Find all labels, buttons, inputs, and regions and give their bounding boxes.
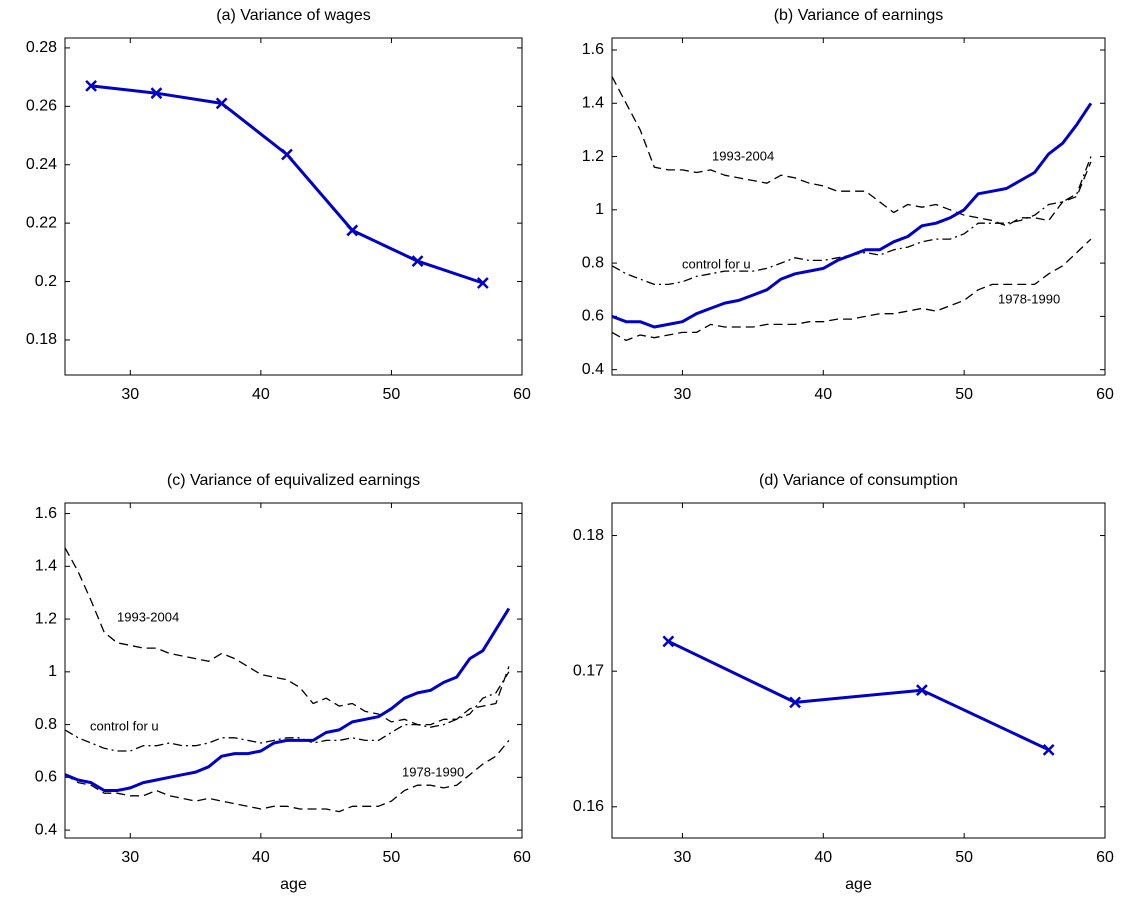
x-axis-label: age — [845, 876, 872, 893]
series-line — [64, 547, 510, 726]
marker — [150, 87, 163, 100]
y-tick-label: 1.6 — [582, 41, 604, 58]
series-annotation: 1978-1990 — [402, 764, 464, 779]
marker — [1042, 743, 1055, 756]
series-line — [64, 671, 510, 752]
y-tick-label: 0.18 — [26, 331, 57, 348]
plot-area — [64, 37, 523, 376]
series-line — [611, 238, 1092, 342]
y-tick-label: 0.4 — [35, 821, 57, 838]
x-tick-label: 30 — [121, 386, 139, 403]
y-tick-label: 1.2 — [582, 148, 604, 165]
series-annotation: control for u — [90, 718, 159, 733]
series-line — [611, 102, 1093, 329]
y-tick-label: 0.4 — [582, 361, 604, 378]
y-tick-label: 0.8 — [582, 254, 604, 271]
x-tick-label: 60 — [1096, 849, 1114, 866]
chart-title: (d) Variance of consumption — [759, 472, 958, 489]
x-axis-label: age — [280, 876, 307, 893]
y-tick-label: 1 — [48, 663, 57, 680]
y-tick-label: 0.17 — [573, 662, 604, 679]
series-line — [611, 76, 1092, 227]
x-tick-label: 50 — [955, 386, 973, 403]
y-tick-label: 0.6 — [582, 308, 604, 325]
x-tick-label: 40 — [252, 386, 270, 403]
y-tick-label: 0.16 — [573, 798, 604, 815]
x-tick-label: 50 — [383, 386, 401, 403]
x-tick-label: 30 — [674, 386, 692, 403]
y-tick-label: 0.8 — [35, 716, 57, 733]
marker — [476, 277, 489, 289]
y-tick-label: 0.6 — [35, 769, 57, 786]
y-tick-label: 1.4 — [582, 94, 604, 111]
marker — [85, 80, 97, 92]
x-tick-label: 30 — [121, 849, 139, 866]
chart-title: (b) Variance of earnings — [774, 7, 944, 24]
y-tick-label: 0.26 — [26, 98, 57, 115]
plot-area — [611, 37, 1106, 376]
marker — [916, 684, 928, 697]
y-tick-label: 0.24 — [26, 156, 57, 173]
marker — [281, 148, 293, 161]
series-line — [667, 639, 1050, 752]
series-line — [64, 607, 511, 792]
marker — [346, 224, 359, 237]
y-tick-label: 1.4 — [35, 558, 57, 575]
y-tick-label: 1 — [595, 201, 604, 218]
series-annotation: 1978-1990 — [998, 291, 1060, 306]
series-line — [64, 739, 510, 813]
plot-area — [611, 502, 1106, 839]
y-tick-label: 1.6 — [35, 505, 57, 522]
marker — [411, 255, 424, 267]
x-tick-label: 50 — [383, 849, 401, 866]
y-tick-label: 0.22 — [26, 214, 57, 231]
chart-title: (c) Variance of equivalized earnings — [167, 472, 420, 489]
series-annotation: 1993-2004 — [117, 609, 179, 624]
x-tick-label: 30 — [674, 849, 692, 866]
y-tick-label: 0.18 — [573, 527, 604, 544]
chart-title: (a) Variance of wages — [216, 7, 370, 24]
y-tick-label: 1.2 — [35, 610, 57, 627]
y-tick-label: 0.28 — [26, 39, 57, 56]
marker — [789, 696, 801, 709]
series-annotation: control for u — [682, 256, 751, 271]
x-tick-label: 40 — [814, 849, 832, 866]
x-tick-label: 40 — [814, 386, 832, 403]
x-tick-label: 40 — [252, 849, 270, 866]
x-tick-label: 50 — [955, 849, 973, 866]
x-tick-label: 60 — [513, 849, 531, 866]
marker — [662, 635, 675, 648]
y-tick-label: 0.2 — [35, 273, 57, 290]
x-tick-label: 60 — [513, 386, 531, 403]
marker — [215, 97, 228, 110]
x-tick-label: 60 — [1096, 386, 1114, 403]
series-annotation: 1993-2004 — [712, 148, 774, 163]
